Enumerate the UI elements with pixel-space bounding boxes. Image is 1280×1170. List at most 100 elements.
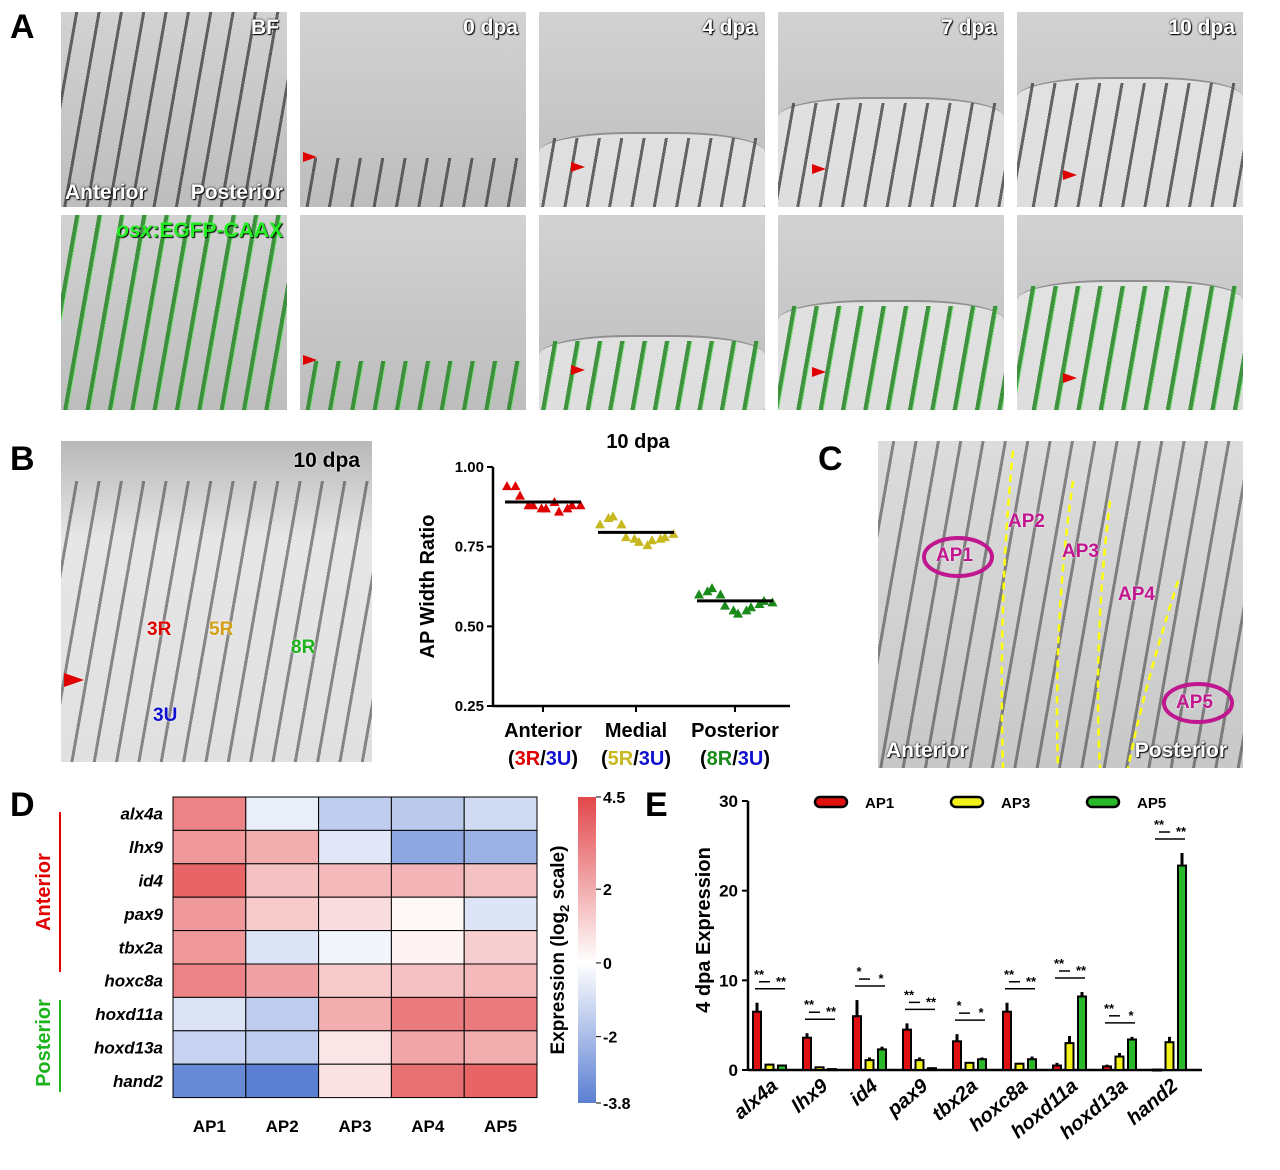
data-point xyxy=(660,532,670,542)
ray-label-5r: 5R xyxy=(209,619,234,640)
x-tick-label: Posterior xyxy=(691,720,779,742)
bar xyxy=(977,1058,987,1071)
data-point xyxy=(541,503,551,513)
heatmap-cell xyxy=(245,829,320,865)
panel-b-photo-label: 10 dpa xyxy=(293,449,360,472)
data-point xyxy=(733,608,743,618)
x-tick-sublabel: (3R/3U) xyxy=(508,748,578,770)
data-point xyxy=(629,533,640,543)
bar xyxy=(1127,1038,1137,1071)
colorbar-tick-label: 2 xyxy=(603,882,612,899)
heatmap-cell xyxy=(172,963,247,998)
significance-mark: ** xyxy=(1004,967,1015,982)
fin-rays xyxy=(61,12,287,207)
label-part: 5R xyxy=(608,748,634,770)
x-tick-label: Anterior xyxy=(504,720,582,742)
significance-mark: ** xyxy=(1026,974,1037,989)
data-point xyxy=(616,519,627,529)
bar xyxy=(964,1061,975,1071)
heatmap-cell xyxy=(245,896,320,932)
label-part: Expression (log xyxy=(548,912,569,1055)
heatmap-row-label: hand2 xyxy=(113,1072,164,1091)
bar xyxy=(1014,1062,1025,1072)
fin-image-bf-2: 4 dpa xyxy=(539,12,765,207)
significance-mark: * xyxy=(956,998,962,1013)
bar xyxy=(764,1063,775,1071)
label-part: 3R xyxy=(515,748,541,770)
data-point xyxy=(647,535,657,545)
colorbar-tick-label: 0 xyxy=(603,956,612,973)
label-part: 8R xyxy=(707,748,733,770)
bar xyxy=(1177,864,1187,1071)
label-part: 3U xyxy=(546,748,572,770)
bar xyxy=(814,1066,825,1072)
panel-label-d: D xyxy=(10,786,35,824)
heatmap-cell xyxy=(318,963,392,998)
data-point xyxy=(608,511,618,521)
amputation-arrow-icon xyxy=(303,355,317,365)
bar xyxy=(902,1028,912,1072)
heatmap-cell xyxy=(390,1063,465,1099)
label-part: 2 xyxy=(557,905,572,912)
heatmap-cell xyxy=(172,930,247,965)
heatmap-cell xyxy=(245,863,320,898)
bar xyxy=(1152,1068,1162,1072)
label-part: scale) xyxy=(548,846,569,905)
significance-mark: ** xyxy=(904,987,915,1002)
amputation-arrow-icon xyxy=(1063,170,1077,180)
timepoint-label: 4 dpa xyxy=(702,16,757,39)
fin-rays xyxy=(300,361,526,410)
colorbar-tick-label: -2 xyxy=(603,1030,617,1047)
data-point xyxy=(741,605,752,615)
heatmap-cell xyxy=(172,829,247,865)
panel-label-e: E xyxy=(645,786,668,824)
colorbar xyxy=(578,797,596,1103)
amputation-arrow-icon xyxy=(64,673,84,687)
heatmap-row-label: hoxc8a xyxy=(104,972,163,991)
reporter-gene: osx xyxy=(116,219,153,242)
heatmap-row-label: hoxd11a xyxy=(95,1005,163,1024)
x-tick-label: alx4a xyxy=(730,1075,782,1124)
bar xyxy=(752,1010,762,1072)
timepoint-label: 10 dpa xyxy=(1168,16,1235,39)
data-point xyxy=(702,586,713,596)
heatmap-cell xyxy=(463,1063,538,1099)
significance-mark: ** xyxy=(776,974,787,989)
fin-image-bf-0: BF Anterior Posterior xyxy=(61,12,287,207)
heatmap-cell xyxy=(172,796,247,831)
amputation-arrow-icon xyxy=(1063,373,1077,383)
data-point xyxy=(554,506,564,516)
posterior-label: Posterior xyxy=(1134,739,1227,762)
y-tick-label: 1.00 xyxy=(455,459,484,476)
label-part: ( xyxy=(601,748,608,770)
data-point xyxy=(575,500,586,510)
y-tick-label: 20 xyxy=(719,882,738,901)
y-tick-label: 0.25 xyxy=(455,698,484,715)
data-point xyxy=(502,481,512,491)
heatmap-cell xyxy=(390,896,465,932)
fin-rays xyxy=(778,306,1004,410)
heatmap-cell xyxy=(245,963,320,998)
data-point xyxy=(515,490,525,500)
heatmap-cell xyxy=(245,996,320,1032)
heatmap-cell xyxy=(318,1030,392,1065)
fin-rays xyxy=(539,341,765,410)
heatmap-cell xyxy=(318,896,392,932)
posterior-group-label: Posterior xyxy=(33,999,55,1087)
reporter-label: osx:EGFP-CAAX xyxy=(116,219,283,243)
region-ap3: AP3 xyxy=(1062,541,1099,562)
label-part: 3U xyxy=(738,748,764,770)
region-ap1: AP1 xyxy=(936,545,973,566)
fin-image-egfp-4 xyxy=(1017,215,1243,410)
timepoint-label: 0 dpa xyxy=(463,16,518,39)
boundary-line xyxy=(1096,500,1112,768)
heatmap-column-label: AP4 xyxy=(411,1117,445,1136)
ray-label-3r: 3R xyxy=(147,619,172,640)
heatmap-cell xyxy=(172,896,247,932)
significance-mark: ** xyxy=(1154,817,1165,832)
data-point xyxy=(754,599,765,609)
significance-mark: ** xyxy=(826,1004,837,1019)
data-point xyxy=(528,500,538,510)
